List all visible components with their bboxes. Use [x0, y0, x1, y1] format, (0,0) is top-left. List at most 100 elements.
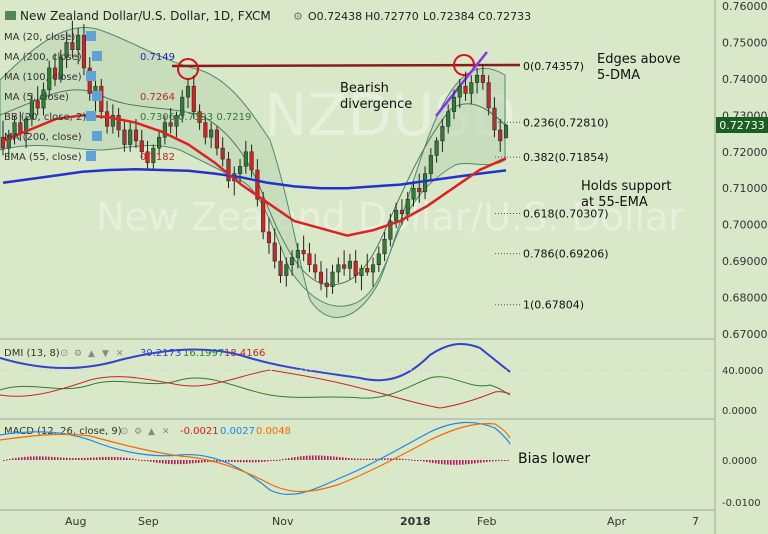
indicator-visibility-icon[interactable] [86, 151, 96, 161]
dmi-pane: DMI (13, 8) ⊙ ⚙ ▲ ▼ ✕ 39.2173 16.1997 18… [0, 343, 763, 417]
macd-hist-bar [372, 458, 374, 460]
indicator-label: MA (5, close) [4, 92, 69, 103]
indicator-visibility-icon[interactable] [86, 71, 96, 81]
candle-body [376, 253, 381, 266]
macd-hist-value: -0.0021 [180, 426, 219, 437]
macd-hist-bar [375, 458, 377, 460]
candle-body [324, 282, 329, 287]
candle-body [336, 264, 341, 273]
dmi-close-icon[interactable]: ✕ [116, 349, 124, 359]
time-label-apr: Apr [607, 515, 627, 528]
dmi-down-icon[interactable]: ▼ [102, 349, 109, 359]
candle-body [255, 169, 260, 200]
candle-body [266, 231, 272, 244]
annotation-bearish-line2: divergence [340, 97, 412, 112]
resistance-line [171, 63, 521, 68]
time-axis: Aug Sep Nov 2018 Feb Apr 7 [65, 515, 699, 528]
candle-body [290, 257, 295, 266]
candle-body [370, 264, 376, 273]
candle-body [116, 115, 121, 131]
macd-hist-bar [417, 460, 419, 461]
indicator-visibility-icon[interactable] [86, 31, 96, 41]
time-label-7: 7 [692, 515, 699, 528]
macd-hist-bar [354, 458, 356, 460]
candle-body [313, 264, 318, 273]
indicator-label: MA (200, close) [4, 132, 82, 143]
annotation-edges-line2: 5-DMA [597, 68, 640, 83]
annotation-edges-line1: Edges above [597, 52, 680, 67]
macd-hist-bar [126, 457, 128, 460]
macd-hist-bar [279, 459, 281, 461]
macd-hist-bar [381, 458, 383, 460]
macd-close-icon[interactable]: ✕ [162, 427, 170, 437]
dmi-up-icon[interactable]: ▲ [88, 349, 95, 359]
macd-hist-bar [405, 459, 407, 461]
macd-macd-value: 0.0027 [220, 426, 255, 437]
candle-body [64, 42, 69, 58]
macd-hist-bar [429, 460, 431, 463]
candle-body [226, 158, 231, 182]
candle-body [423, 173, 428, 193]
candle-body [394, 209, 399, 222]
macd-hist-bar [72, 457, 74, 460]
candle-body [243, 151, 248, 167]
candle-body [503, 124, 509, 139]
dmi-plus-di-line [0, 376, 511, 399]
open-label: O [308, 10, 317, 23]
candle-body [486, 82, 491, 109]
macd-title: MACD (12, 26, close, 9) [4, 426, 122, 437]
macd-hist-bar [249, 460, 251, 463]
bollinger-mid [0, 89, 506, 286]
macd-hist-bar [45, 456, 47, 460]
macd-hist-bar [156, 460, 158, 463]
macd-hist-bar [495, 460, 497, 462]
macd-up-icon[interactable]: ▲ [148, 427, 155, 437]
macd-hist-bar [291, 457, 293, 460]
indicator-visibility-icon[interactable] [86, 111, 96, 121]
macd-hist-bar [276, 460, 278, 461]
macd-hist-bar [360, 458, 362, 460]
high-label: H [365, 10, 373, 23]
macd-hist-bar [309, 455, 311, 460]
candle-body [209, 129, 214, 138]
candle-body [261, 198, 266, 233]
candle-body [492, 107, 497, 131]
candle-body [428, 155, 433, 174]
annotation-holds-support: Holds support at 55-EMA [581, 179, 671, 210]
macd-hist-bar [357, 458, 359, 460]
current-price-label: 0.72733 [719, 119, 765, 132]
indicator-legend: MA (20, close) MA (200, close) 0.7149 MA (1… [4, 31, 251, 163]
dmi-visibility-icon[interactable]: ⊙ [60, 348, 68, 359]
macd-visibility-icon[interactable]: ⊙ [120, 426, 128, 437]
price-tick: 0.74000 [722, 73, 768, 86]
svg-text:C0.72733: C0.72733 [478, 10, 531, 23]
macd-hist-bar [117, 457, 119, 460]
macd-hist-bar [486, 460, 488, 463]
macd-hist-bar [192, 460, 194, 464]
macd-hist-bar [159, 460, 161, 464]
macd-hist-bar [387, 458, 389, 460]
macd-hist-bar [186, 460, 188, 464]
indicator-visibility-icon[interactable] [92, 51, 102, 61]
macd-hist-bar [441, 460, 443, 465]
macd-hist-bar [183, 460, 185, 464]
indicator-label: MA (100, close) [4, 72, 82, 83]
candle-body [180, 96, 185, 116]
macd-hist-bar [87, 457, 89, 460]
macd-hist-bar [105, 456, 107, 460]
candle-body [81, 34, 86, 69]
macd-hist-bar [363, 458, 365, 460]
dmi-title: DMI (13, 8) [4, 348, 60, 359]
indicator-visibility-icon[interactable] [92, 91, 102, 101]
macd-hist-bar [369, 458, 371, 460]
candle-body [318, 271, 324, 284]
macd-hist-bar [366, 458, 368, 460]
macd-hist-bar [57, 457, 59, 460]
dmi-settings-icon[interactable]: ⚙ [74, 349, 82, 359]
indicator-visibility-icon[interactable] [92, 131, 102, 141]
price-tick: 0.67000 [722, 328, 768, 341]
divergence-trendline [435, 51, 488, 117]
macd-settings-icon[interactable]: ⚙ [134, 427, 142, 437]
macd-hist-bar [237, 460, 239, 463]
settings-gear-icon[interactable]: ⚙ [293, 10, 303, 23]
